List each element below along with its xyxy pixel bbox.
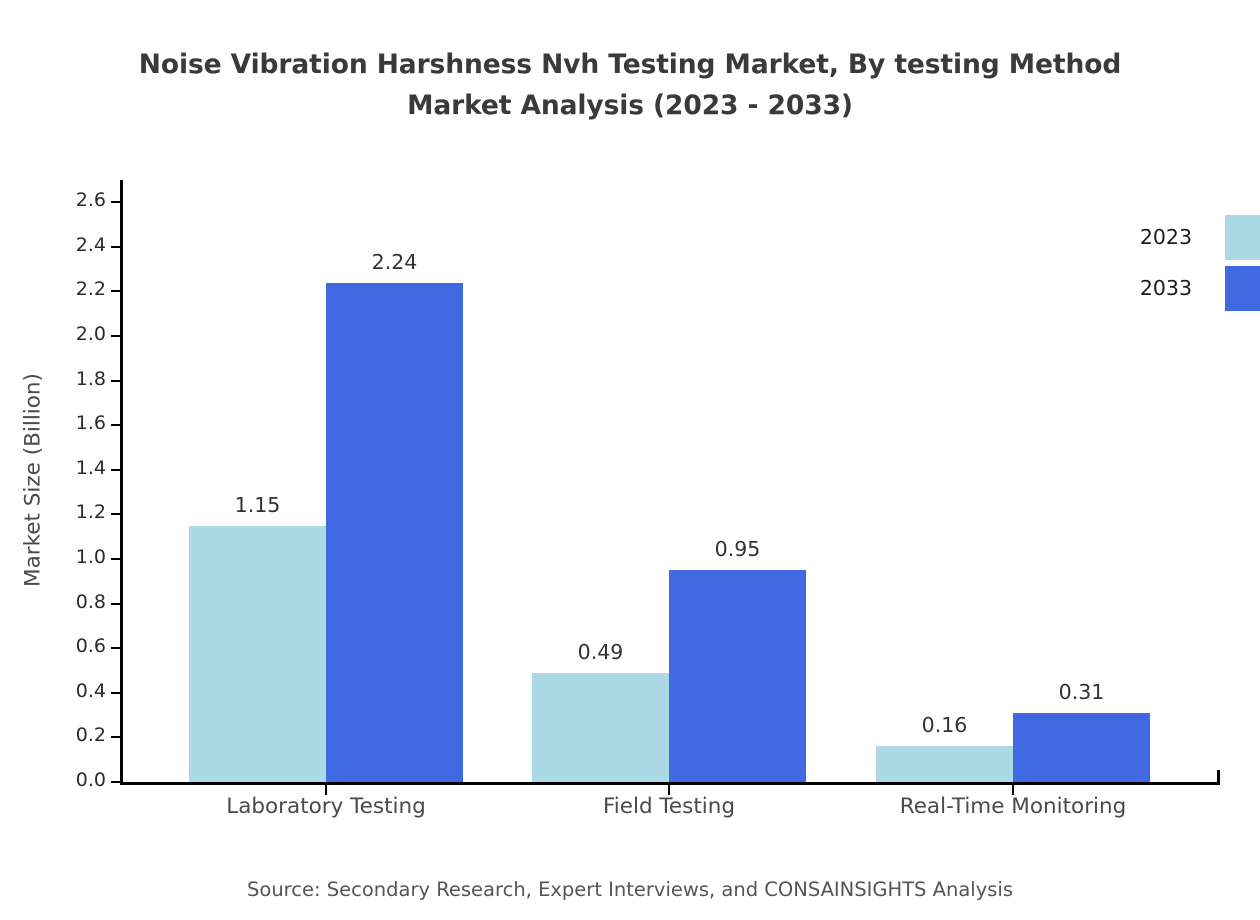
bar-2033-laboratory-testing[interactable]: [326, 282, 463, 782]
y-tick-label: 2.0: [75, 323, 106, 346]
y-tick-label: 1.0: [75, 546, 106, 569]
chart-title-line-2: Market Analysis (2023 - 2033): [407, 90, 853, 121]
y-tick-label: 1.6: [75, 412, 106, 435]
y-tick-label: 0.2: [75, 724, 106, 747]
y-tick-mark: [111, 468, 122, 471]
legend-swatch: [1225, 266, 1260, 311]
y-tick-mark: [111, 201, 122, 204]
y-tick-mark: [111, 290, 122, 293]
y-tick-mark: [111, 647, 122, 650]
chart-title-line-1: Noise Vibration Harshness Nvh Testing Ma…: [138, 49, 1122, 80]
x-tick-mark: [325, 783, 327, 795]
x-tick-mark: [1012, 783, 1014, 795]
y-tick-mark: [111, 335, 122, 338]
y-tick-label: 0.6: [75, 635, 106, 658]
bar-2023-laboratory-testing[interactable]: [189, 525, 326, 782]
x-category-label: Field Testing: [602, 794, 736, 819]
bar-2033-field-testing[interactable]: [669, 570, 806, 782]
legend-label: 2033: [1139, 276, 1192, 300]
chart-title: Noise Vibration Harshness Nvh Testing Ma…: [0, 44, 1260, 126]
y-tick-label: 0.4: [75, 679, 106, 702]
y-tick-mark: [111, 424, 122, 427]
x-axis-spine: [120, 782, 1220, 785]
bar-value-label: 0.31: [1058, 679, 1105, 704]
y-tick-label: 2.6: [75, 189, 106, 212]
y-tick-mark: [111, 691, 122, 694]
y-tick-label: 2.2: [75, 278, 106, 301]
source-note: Source: Secondary Research, Expert Inter…: [247, 878, 1013, 901]
legend-item-2023[interactable]: 2023: [1120, 213, 1260, 264]
bar-value-label: 1.15: [234, 492, 281, 517]
bar-value-label: 0.49: [577, 639, 624, 664]
y-tick-mark: [111, 379, 122, 382]
y-tick-label: 1.8: [75, 367, 106, 390]
x-category-label: Laboratory Testing: [226, 794, 426, 819]
legend-item-2033[interactable]: 2033: [1120, 264, 1260, 315]
chart-legend: 2023 2033: [1120, 213, 1260, 315]
y-tick-label: 0.8: [75, 590, 106, 613]
x-tick-mark: [668, 783, 670, 795]
y-tick-label: 1.2: [75, 501, 106, 524]
bar-value-label: 0.95: [714, 537, 761, 562]
y-tick-mark: [111, 513, 122, 516]
y-axis-spine: [120, 180, 123, 784]
plot-area: 0.0 0.2 0.4 0.6 0.8 1.0 1.2 1.4 1.6 1.8 2.0 2.2 2.4 2…: [76, 180, 1220, 819]
y-tick-mark: [111, 245, 122, 248]
legend-label: 2023: [1139, 225, 1192, 249]
y-tick-label: 1.4: [75, 456, 106, 479]
legend-swatch: [1225, 215, 1260, 260]
bar-2023-field-testing[interactable]: [532, 672, 669, 782]
bar-2023-real-time-monitoring[interactable]: [876, 746, 1013, 782]
bar-value-label: 0.16: [921, 713, 968, 738]
bar-value-label: 2.24: [371, 249, 418, 274]
y-tick-label: 0.0: [75, 769, 106, 791]
bar-2033-real-time-monitoring[interactable]: [1013, 712, 1150, 782]
y-tick-mark: [111, 602, 122, 605]
y-tick-mark: [111, 736, 122, 739]
x-axis-right-cap: [1217, 770, 1220, 785]
x-category-label: Real-Time Monitoring: [899, 794, 1127, 819]
y-tick-label: 2.4: [75, 233, 106, 256]
y-tick-mark: [111, 558, 122, 561]
y-tick-mark: [111, 781, 122, 783]
